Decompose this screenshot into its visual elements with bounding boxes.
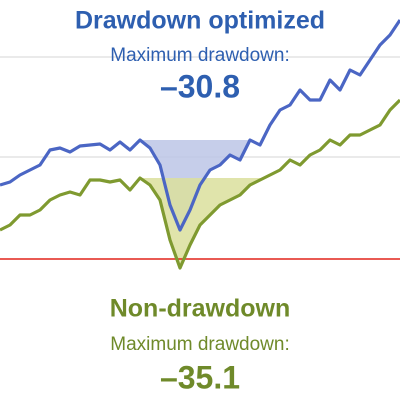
labels: Drawdown optimized Maximum drawdown: –30… bbox=[75, 7, 325, 396]
series-title: Non-drawdown bbox=[110, 295, 291, 323]
annotation: Maximum drawdown: bbox=[110, 334, 290, 355]
annotation: Maximum drawdown: bbox=[110, 45, 290, 66]
series-line bbox=[0, 19, 400, 232]
drawdown-value: –30.8 bbox=[160, 68, 240, 104]
drawdown-value: –35.1 bbox=[160, 359, 240, 395]
series-title: Drawdown optimized bbox=[75, 7, 325, 35]
series-line bbox=[0, 98, 400, 270]
plot-area bbox=[0, 19, 400, 270]
